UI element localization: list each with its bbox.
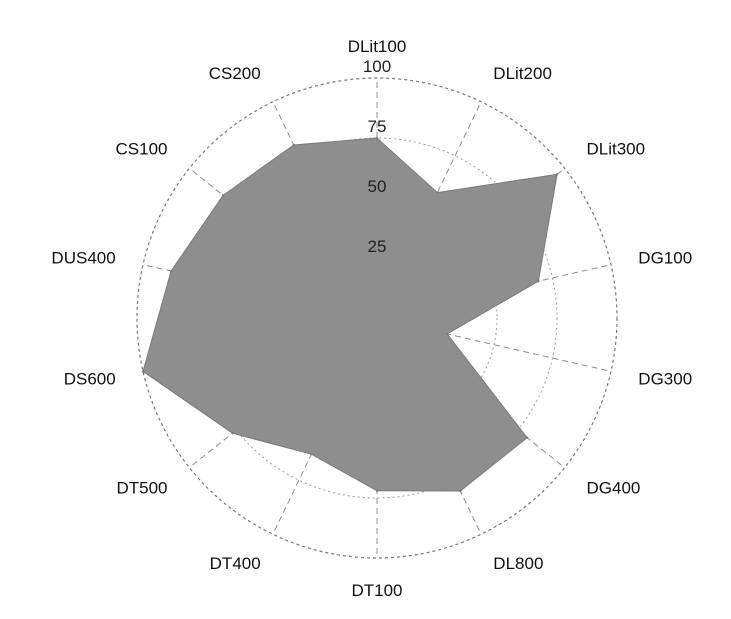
data-point-cs100	[221, 194, 225, 197]
data-point-dt400	[310, 453, 313, 456]
grid-ring-100	[136, 77, 618, 559]
r-tick-label-25: 25	[368, 237, 387, 256]
axis-label-cs200: CS200	[209, 64, 261, 83]
data-point-dus400	[169, 269, 173, 273]
axis-label-ds600: DS600	[64, 370, 116, 389]
axis-label-dus400: DUS400	[51, 249, 115, 268]
axis-label-dlit100: DLit100	[348, 37, 407, 56]
axis-labels: DLit100 DLit200 DLit300 DG100 DG300 DG400 DL80…	[51, 37, 692, 600]
r-tick-label-50: 50	[368, 177, 387, 196]
axis-label-dt400: DT400	[210, 554, 261, 573]
data-point-dlit300	[555, 173, 559, 176]
data-series	[141, 136, 559, 493]
data-point-dlit200	[436, 191, 439, 194]
series-area	[142, 137, 558, 492]
axis-label-dg100: DG100	[638, 249, 692, 268]
data-point-dlit100	[375, 136, 379, 140]
data-point-dg400	[525, 436, 529, 439]
radial-ticks: 25 50 75 100	[363, 57, 391, 256]
axis-label-cs100: CS100	[116, 139, 168, 158]
axis-label-dlit200: DLit200	[493, 64, 552, 83]
r-tick-label-100: 100	[363, 57, 391, 76]
data-point-cs200	[292, 143, 295, 147]
data-point-dg300	[446, 332, 449, 336]
axis-label-dg300: DG300	[638, 370, 692, 389]
data-point-ds600	[141, 370, 145, 373]
data-point-dt500	[231, 432, 234, 435]
axis-label-dlit300: DLit300	[587, 139, 646, 158]
axis-label-dl800: DL800	[493, 554, 543, 573]
data-point-dl800	[459, 489, 462, 493]
data-point-dt100	[375, 489, 379, 492]
axis-label-dt100: DT100	[351, 581, 402, 600]
data-point-dg100	[537, 280, 540, 283]
axis-label-dg400: DG400	[587, 479, 641, 498]
r-tick-label-75: 75	[368, 117, 387, 136]
axis-label-dt500: DT500	[116, 479, 167, 498]
